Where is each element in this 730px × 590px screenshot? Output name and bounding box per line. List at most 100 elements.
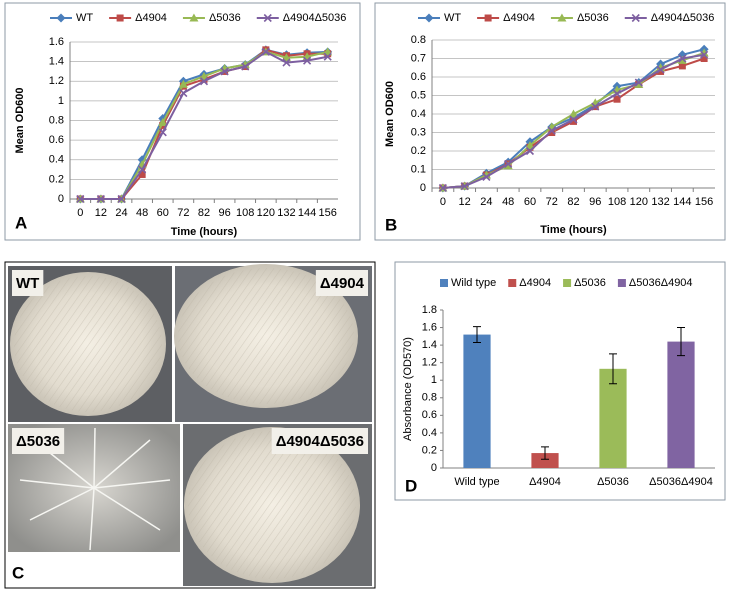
- y-tick-label: 0.6: [49, 134, 64, 146]
- x-tick-label: 82: [567, 196, 579, 208]
- legend-marker: [484, 14, 492, 22]
- y-tick-label: 1.2: [49, 75, 64, 87]
- legend-marker: [631, 13, 640, 23]
- x-tick-label: Δ4904: [529, 476, 561, 488]
- marker: [525, 140, 535, 149]
- y-tick-label: 0.8: [49, 114, 64, 126]
- marker: [700, 50, 709, 59]
- x-tick-label: 120: [630, 196, 648, 208]
- tile-label: Δ4904Δ5036: [276, 433, 364, 450]
- legend-swatch: [508, 279, 517, 287]
- legend-swatch: [440, 279, 448, 287]
- x-tick-label: 0: [77, 207, 83, 219]
- y-tick-label: 0.3: [411, 126, 426, 138]
- marker: [657, 67, 665, 75]
- marker: [303, 56, 312, 65]
- panel-label: C: [12, 563, 24, 582]
- x-tick-label: 24: [115, 207, 127, 219]
- x-tick-label: 72: [177, 207, 189, 219]
- legend-label: Δ5036: [577, 12, 609, 24]
- marker: [700, 55, 708, 62]
- y-tick-label: 1.4: [422, 339, 437, 351]
- panel-frame: [394, 261, 726, 501]
- marker: [656, 65, 665, 74]
- marker: [569, 109, 578, 118]
- tile-label-box: [315, 270, 368, 296]
- marker: [76, 194, 85, 204]
- marker: [547, 126, 556, 135]
- marker: [525, 146, 535, 156]
- panel-label: A: [15, 213, 27, 232]
- marker: [220, 67, 229, 76]
- panel-frame: [4, 2, 361, 241]
- x-tick-label: 48: [136, 207, 148, 219]
- y-tick-label: 0.5: [411, 89, 426, 101]
- x-tick-label: 96: [589, 196, 601, 208]
- marker: [613, 95, 621, 103]
- x-tick-label: 0: [440, 196, 446, 208]
- photo-panel: [4, 261, 376, 589]
- x-tick-label: 12: [459, 196, 471, 208]
- y-tick-label: 0.4: [411, 108, 426, 120]
- tile-label-group: Δ5036: [12, 428, 65, 454]
- y-tick-label: 1.8: [422, 304, 437, 316]
- y-tick-label: 1: [58, 95, 64, 107]
- x-axis-title: Time (hours): [540, 224, 607, 236]
- marker: [179, 88, 188, 98]
- marker: [460, 182, 469, 191]
- tile-label-group: Δ4904: [315, 270, 368, 296]
- x-tick-label: Δ5036: [597, 476, 629, 488]
- marker: [504, 159, 513, 169]
- marker: [241, 62, 250, 71]
- tile-label: WT: [16, 275, 39, 292]
- x-tick-label: 60: [524, 196, 536, 208]
- y-axis-title: Mean OD600: [384, 81, 396, 147]
- legend-label: WT: [76, 12, 93, 24]
- y-tick-label: 0.6: [422, 409, 437, 421]
- legend-marker: [56, 13, 66, 23]
- y-tick-label: 0.4: [49, 154, 64, 166]
- x-tick-label: 72: [546, 196, 558, 208]
- x-tick-label: 82: [198, 207, 210, 219]
- x-tick-label: 48: [502, 196, 514, 208]
- x-axis-title: Time (hours): [171, 226, 238, 238]
- panel-label: B: [385, 215, 397, 234]
- legend-label: Δ5036Δ4904: [629, 277, 693, 289]
- error-bar: [609, 353, 617, 385]
- y-axis-title: Mean OD600: [14, 87, 26, 153]
- tile-label-group: WT: [12, 270, 44, 296]
- legend-marker: [263, 13, 272, 23]
- legend-label: WT: [444, 12, 461, 24]
- marker: [482, 172, 491, 181]
- y-tick-label: 0.6: [411, 71, 426, 83]
- y-tick-label: 1.6: [422, 321, 437, 333]
- legend-swatch: [617, 279, 626, 287]
- marker: [158, 117, 168, 126]
- y-tick-label: 1: [431, 374, 437, 386]
- marker: [261, 47, 270, 56]
- y-tick-label: 0.1: [411, 163, 426, 175]
- error-bar: [473, 326, 481, 343]
- marker: [634, 78, 643, 87]
- marker: [569, 115, 578, 124]
- y-tick-label: 0: [431, 462, 437, 474]
- x-tick-label: 144: [673, 196, 691, 208]
- bar: [667, 341, 695, 468]
- x-tick-label: 24: [480, 196, 492, 208]
- bar: [531, 453, 559, 468]
- marker: [138, 165, 147, 174]
- marker: [117, 194, 126, 204]
- y-tick-label: 0.2: [422, 444, 437, 456]
- x-tick-label: 96: [218, 207, 230, 219]
- x-tick-label: Δ5036Δ4904: [649, 476, 713, 488]
- marker: [96, 194, 105, 204]
- legend-marker: [424, 13, 434, 23]
- y-tick-label: 0.8: [422, 392, 437, 404]
- legend-label: Δ4904: [503, 12, 535, 24]
- marker: [570, 117, 577, 125]
- marker: [178, 79, 188, 88]
- marker: [199, 77, 209, 86]
- marker: [138, 170, 146, 178]
- x-tick-label: 144: [298, 207, 316, 219]
- marker: [199, 71, 209, 80]
